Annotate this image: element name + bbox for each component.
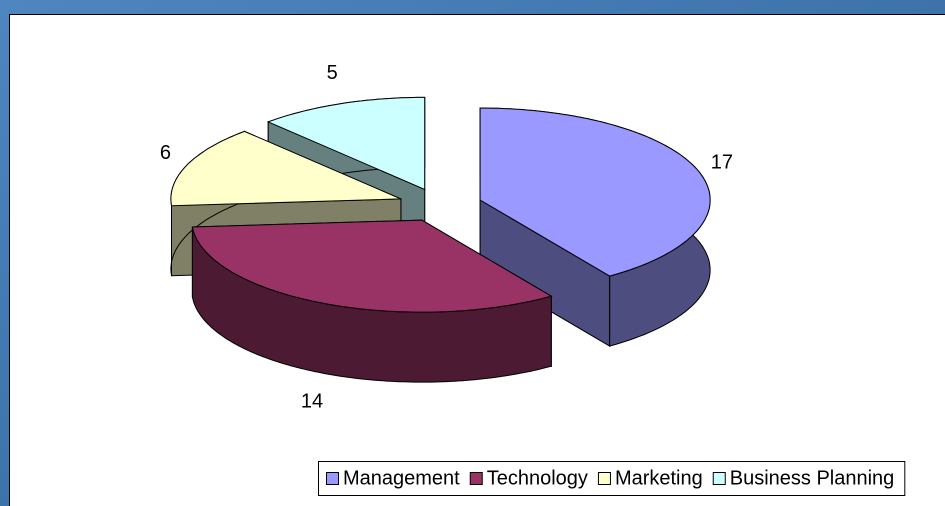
legend-swatch [712,472,726,485]
data-label: 14 [301,390,323,412]
pie: 5 6 17 14 [160,62,733,412]
legend-swatch [326,472,339,485]
data-label: 5 [327,62,338,84]
slice [170,130,402,207]
slice [266,96,426,191]
slice [191,219,553,313]
legend [318,461,906,496]
data-label: 6 [160,142,171,164]
legend-label: Technology [487,467,588,489]
legend-label: Management [343,467,460,489]
slice [479,107,711,277]
legend-label: Marketing [615,467,703,489]
legend-swatch [469,472,483,485]
legend-items: Management Technology Marketing Business Pl… [326,467,895,489]
data-label: 17 [711,152,733,174]
legend-swatch [597,472,611,485]
legend-label: Business Planning [730,467,895,489]
